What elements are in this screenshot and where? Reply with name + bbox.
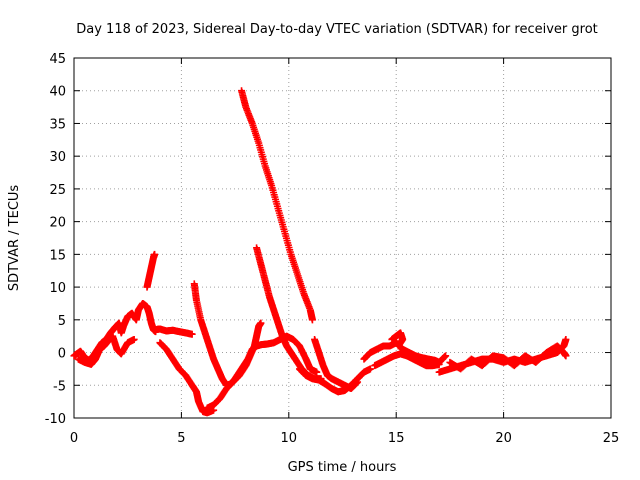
series-arc-early (70, 299, 160, 364)
y-tick-label: -10 (45, 412, 66, 427)
grid (74, 58, 611, 418)
data-point (394, 342, 402, 350)
data-point (313, 368, 321, 376)
data-point (435, 360, 443, 368)
data-point (188, 330, 196, 338)
data-point (366, 365, 374, 373)
y-tick-label: 40 (49, 85, 66, 100)
data-point (151, 250, 159, 258)
data-point (442, 352, 450, 360)
series-arc-11_13h-b (311, 335, 362, 393)
series-plateau-4_5h (152, 325, 196, 338)
y-tick-label: 15 (49, 248, 66, 263)
x-axis-title: GPS time / hours (288, 460, 397, 475)
data-point (257, 319, 265, 327)
plot-frame (73, 57, 612, 419)
y-tick-label: 10 (49, 281, 66, 296)
series-arc-early-low (74, 332, 138, 368)
data-point (308, 316, 316, 324)
x-tick-label: 15 (388, 431, 405, 446)
series-late-17_23h-b (446, 342, 570, 373)
series-mid-13_17h-b (371, 350, 443, 370)
x-tick-label: 10 (281, 431, 298, 446)
axis-ticks: -10 -5 0 5 10 15 20 25 30 35 40 45 0 5 10 15 20 25 (45, 52, 620, 446)
y-tick-label: 5 (58, 314, 66, 329)
x-tick-label: 5 (177, 431, 185, 446)
data-marks (70, 87, 570, 417)
data-point (562, 352, 570, 360)
y-tick-label: -5 (53, 379, 66, 394)
chart-title: Day 118 of 2023, Sidereal Day-to-day VTE… (76, 22, 598, 37)
y-tick-label: 20 (49, 216, 66, 231)
y-tick-label: 0 (58, 347, 66, 362)
y-tick-label: 30 (49, 150, 66, 165)
data-point (562, 335, 570, 343)
y-axis-title: SDTVAR / TECUs (7, 185, 22, 292)
y-tick-label: 25 (49, 183, 66, 198)
y-tick-label: 45 (49, 52, 66, 67)
x-tick-label: 0 (70, 431, 78, 446)
series-spike-3_5h (143, 250, 159, 291)
x-tick-label: 20 (495, 431, 512, 446)
series-spike-15h (388, 329, 407, 350)
y-tick-label: 35 (49, 117, 66, 132)
x-tick-label: 25 (603, 431, 620, 446)
series-arc-6_9h (203, 319, 265, 412)
data-point (354, 378, 362, 386)
series-steep-8h (238, 87, 316, 324)
data-point (130, 335, 138, 343)
